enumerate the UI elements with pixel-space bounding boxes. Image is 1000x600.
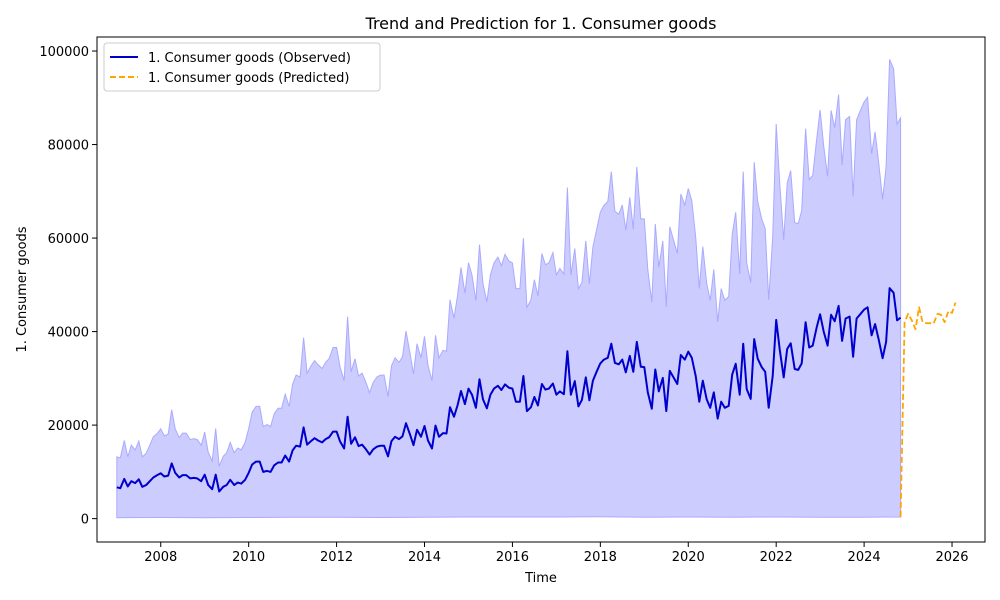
observed-series-line: [116, 287, 902, 493]
chart-title: Trend and Prediction for 1. Consumer goo…: [365, 14, 717, 33]
x-axis-label: Time: [524, 571, 557, 586]
x-tick-label: 2014: [408, 550, 441, 565]
y-tick-label: 100000: [39, 45, 89, 60]
legend-label-observed: 1. Consumer goods (Observed): [148, 51, 351, 66]
confidence-band: [116, 59, 902, 519]
confidence-band-group: [116, 59, 902, 519]
legend: 1. Consumer goods (Observed) 1. Consumer…: [103, 42, 381, 92]
y-tick-label: 40000: [48, 326, 89, 341]
x-tick-label: 2026: [935, 550, 968, 565]
series-group: [116, 287, 957, 517]
x-axis-ticks: 2008 2010 2012 2014 2016 2018 2020 2022 2024 2026: [144, 542, 969, 565]
x-tick-label: 2024: [848, 550, 881, 565]
y-axis-label: 1. Consumer goods: [15, 226, 30, 352]
x-tick-label: 2012: [320, 550, 353, 565]
plot-area-frame: [96, 36, 986, 543]
predicted-series-line: [899, 302, 957, 517]
y-tick-label: 20000: [48, 419, 89, 434]
legend-box: [103, 42, 381, 92]
x-tick-label: 2010: [232, 550, 265, 565]
x-tick-label: 2018: [584, 550, 617, 565]
x-tick-label: 2022: [760, 550, 793, 565]
y-tick-label: 0: [81, 513, 89, 528]
y-axis-ticks: 0 20000 40000 60000 80000 100000: [39, 45, 97, 528]
legend-label-predicted: 1. Consumer goods (Predicted): [148, 71, 349, 86]
x-tick-label: 2016: [496, 550, 529, 565]
y-tick-label: 60000: [48, 232, 89, 247]
x-tick-label: 2020: [672, 550, 705, 565]
x-tick-label: 2008: [144, 550, 177, 565]
y-tick-label: 80000: [48, 139, 89, 154]
